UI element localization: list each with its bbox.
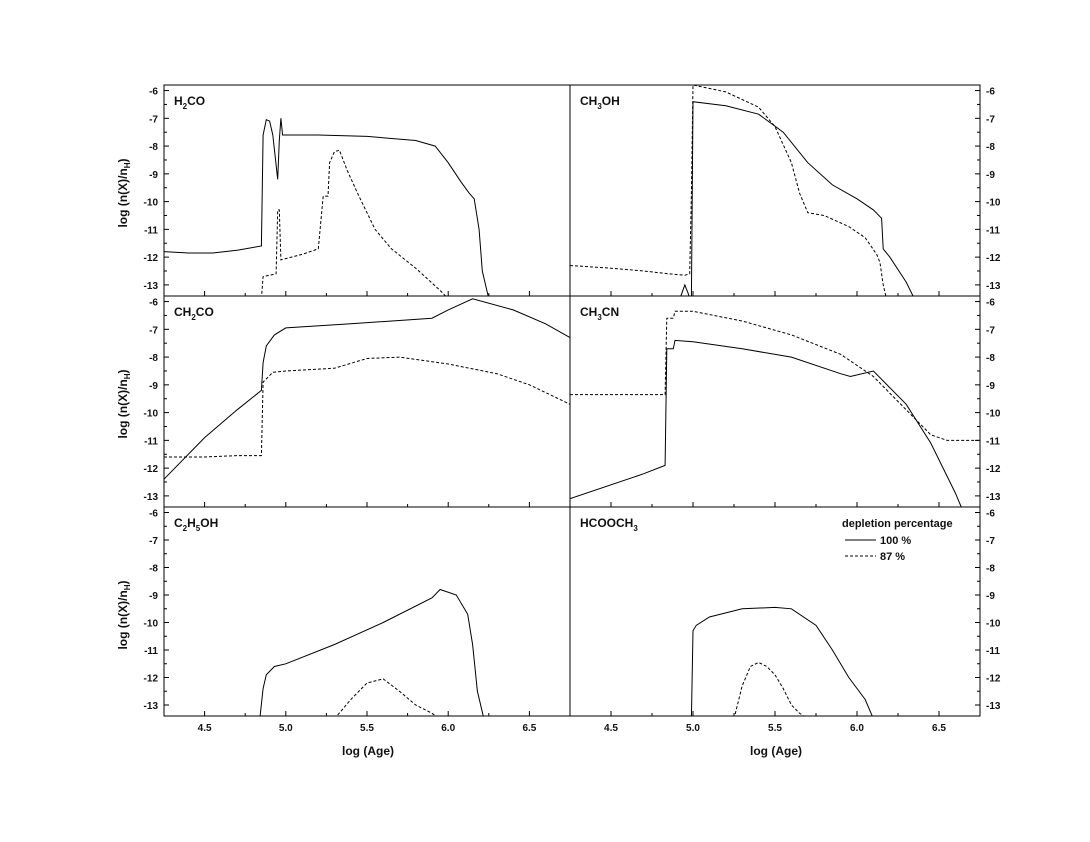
panel-5: -13 -12 -11 -10 -9 -8 -7 -6 4.5 5.0 5.5 6.0 6.5 C2H5O… (144, 506, 571, 734)
y-tick-label: -7 (986, 114, 995, 125)
y-tick-label: -12 (986, 674, 1001, 685)
y-tick-label: -10 (986, 198, 1001, 209)
y-tick-label: -9 (986, 170, 995, 181)
y-tick-label: -8 (986, 564, 995, 575)
y-tick-label: -8 (986, 353, 995, 364)
panel-3: -13 -12 -11 -10 -9 -8 -7 -6 CH2CO (144, 295, 571, 508)
y-tick-label: -13 (144, 492, 159, 503)
panel-molecule-label: CH3OH (580, 94, 620, 111)
panel-4: -13 -12 -11 -10 -9 -8 -7 -6 CH3CN (569, 295, 1001, 508)
series-line-87 (734, 661, 805, 716)
y-tick-label: -9 (149, 381, 158, 392)
y-tick-label: -8 (149, 353, 158, 364)
panel-frame (163, 506, 571, 717)
panel-molecule-label: C2H5OH (174, 516, 218, 533)
y-tick-label: -9 (149, 170, 158, 181)
series-line-87 (570, 85, 887, 296)
y-tick-label: -10 (144, 198, 159, 209)
legend-entry-100: 100 % (880, 535, 911, 547)
panel-molecule-label: CH2CO (174, 305, 214, 322)
series-line-100 (680, 101, 914, 296)
panel-6: -13 -12 -11 -10 -9 -8 -7 -6 4.5 5.0 5.5 6.0 6.5 HCOOC… (569, 506, 1001, 734)
y-tick-label: -12 (144, 674, 159, 685)
series-line-100 (164, 118, 489, 296)
x-tick-label: 6.5 (932, 723, 946, 734)
y-tick-label: -7 (986, 325, 995, 336)
x-tick-label: 5.0 (686, 723, 700, 734)
panel-frame (569, 295, 981, 508)
y-axis-label-row-2: log (n(X)/nH) (116, 369, 132, 438)
y-tick-label: -10 (986, 619, 1001, 630)
y-tick-label: -6 (986, 509, 995, 520)
x-tick-label: 5.0 (279, 723, 293, 734)
x-tick-label: 5.5 (768, 723, 782, 734)
y-tick-label: -13 (986, 492, 1001, 503)
y-tick-label: -6 (149, 298, 158, 309)
y-tick-label: -6 (149, 87, 158, 98)
y-axis-label-row-3: log (n(X)/nH) (116, 580, 132, 649)
y-tick-label: -7 (986, 536, 995, 547)
panel-molecule-label: HCOOCH3 (580, 516, 638, 533)
y-tick-label: -7 (149, 114, 158, 125)
y-tick-label: -6 (149, 509, 158, 520)
legend-entry-87: 87 % (880, 551, 905, 563)
panel-2: -13 -12 -11 -10 -9 -8 -7 -6 CH3OH (569, 84, 1001, 297)
x-axis-label-left: log (Age) (342, 744, 394, 758)
x-tick-label: 6.5 (522, 723, 536, 734)
panel-1: -13 -12 -11 -10 -9 -8 -7 -6 H2CO (144, 84, 571, 297)
y-axis-label-row-1: log (n(X)/nH) (116, 158, 132, 227)
y-tick-label: -13 (986, 281, 1001, 292)
y-tick-label: -12 (144, 464, 159, 475)
legend-title: depletion percentage (842, 518, 953, 530)
y-tick-label: -8 (149, 564, 158, 575)
y-tick-label: -12 (144, 253, 159, 264)
panel-frame (569, 506, 981, 717)
panel-frame (163, 295, 571, 508)
plot-area: -13 -12 -11 -10 -9 -8 -7 -6 H2CO -13 -12 -11 -10 -9 -8… (144, 84, 1001, 734)
x-axis-label-right: log (Age) (750, 744, 802, 758)
y-tick-label: -8 (149, 142, 158, 153)
y-tick-label: -11 (986, 646, 1000, 657)
y-tick-label: -12 (986, 464, 1001, 475)
series-line-87 (570, 310, 980, 441)
x-tick-label: 5.5 (360, 723, 374, 734)
series-line-100 (164, 298, 570, 480)
y-tick-label: -9 (149, 591, 158, 602)
panel-molecule-label: CH3CN (580, 305, 619, 322)
series-line-87 (336, 678, 437, 716)
y-tick-label: -11 (144, 225, 158, 236)
series-line-87 (261, 149, 447, 296)
y-tick-label: -11 (986, 225, 1000, 236)
y-tick-label: -11 (986, 436, 1000, 447)
y-tick-label: -11 (144, 436, 158, 447)
y-tick-label: -9 (986, 591, 995, 602)
y-tick-label: -13 (144, 281, 159, 292)
y-tick-label: -6 (986, 87, 995, 98)
x-tick-label: 4.5 (604, 723, 618, 734)
y-tick-label: -13 (986, 701, 1001, 712)
panel-molecule-label: H2CO (174, 94, 205, 111)
series-line-100 (690, 606, 873, 716)
y-tick-label: -10 (986, 409, 1001, 420)
y-tick-label: -13 (144, 701, 159, 712)
series-line-87 (164, 356, 570, 458)
y-tick-label: -12 (986, 253, 1001, 264)
panel-frame (163, 84, 571, 297)
x-tick-label: 6.0 (441, 723, 455, 734)
series-line-100 (570, 339, 962, 507)
y-tick-label: -8 (986, 142, 995, 153)
y-tick-label: -7 (149, 325, 158, 336)
y-tick-label: -6 (986, 298, 995, 309)
y-tick-label: -10 (144, 619, 159, 630)
y-tick-label: -11 (144, 646, 158, 657)
x-tick-label: 6.0 (850, 723, 864, 734)
x-tick-label: 4.5 (198, 723, 212, 734)
legend: depletion percentage 100 % 87 % (842, 518, 953, 563)
y-tick-label: -7 (149, 536, 158, 547)
panel-frame (569, 84, 981, 297)
y-tick-label: -10 (144, 409, 159, 420)
series-line-100 (259, 588, 484, 716)
y-tick-label: -9 (986, 381, 995, 392)
